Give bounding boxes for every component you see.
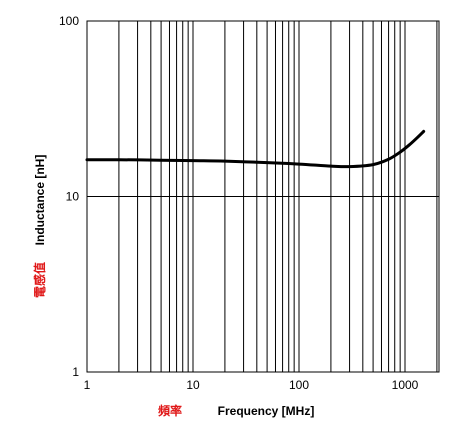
- x-tick-label: 100: [289, 378, 309, 392]
- y-tick-label: 100: [59, 14, 79, 28]
- x-tick-label: 1000: [392, 378, 419, 392]
- y-tick-label: 1: [72, 365, 79, 379]
- inductance-curve: [85, 129, 426, 169]
- plot-frame: [86, 20, 440, 373]
- x-tick-label: 10: [186, 378, 200, 392]
- x-axis-title: Frequency [MHz]: [218, 404, 315, 418]
- x-axis-title-chinese: 頻率: [158, 403, 182, 418]
- x-tick-label: 1: [84, 378, 91, 392]
- y-axis-title-chinese: 電感值: [32, 262, 47, 298]
- y-axis-title: Inductance [nH]: [33, 155, 47, 246]
- tick-labels: 1 10 100 1000 1 10 100: [59, 14, 419, 392]
- y-tick-label: 10: [66, 190, 80, 204]
- grid-lines: [87, 21, 439, 372]
